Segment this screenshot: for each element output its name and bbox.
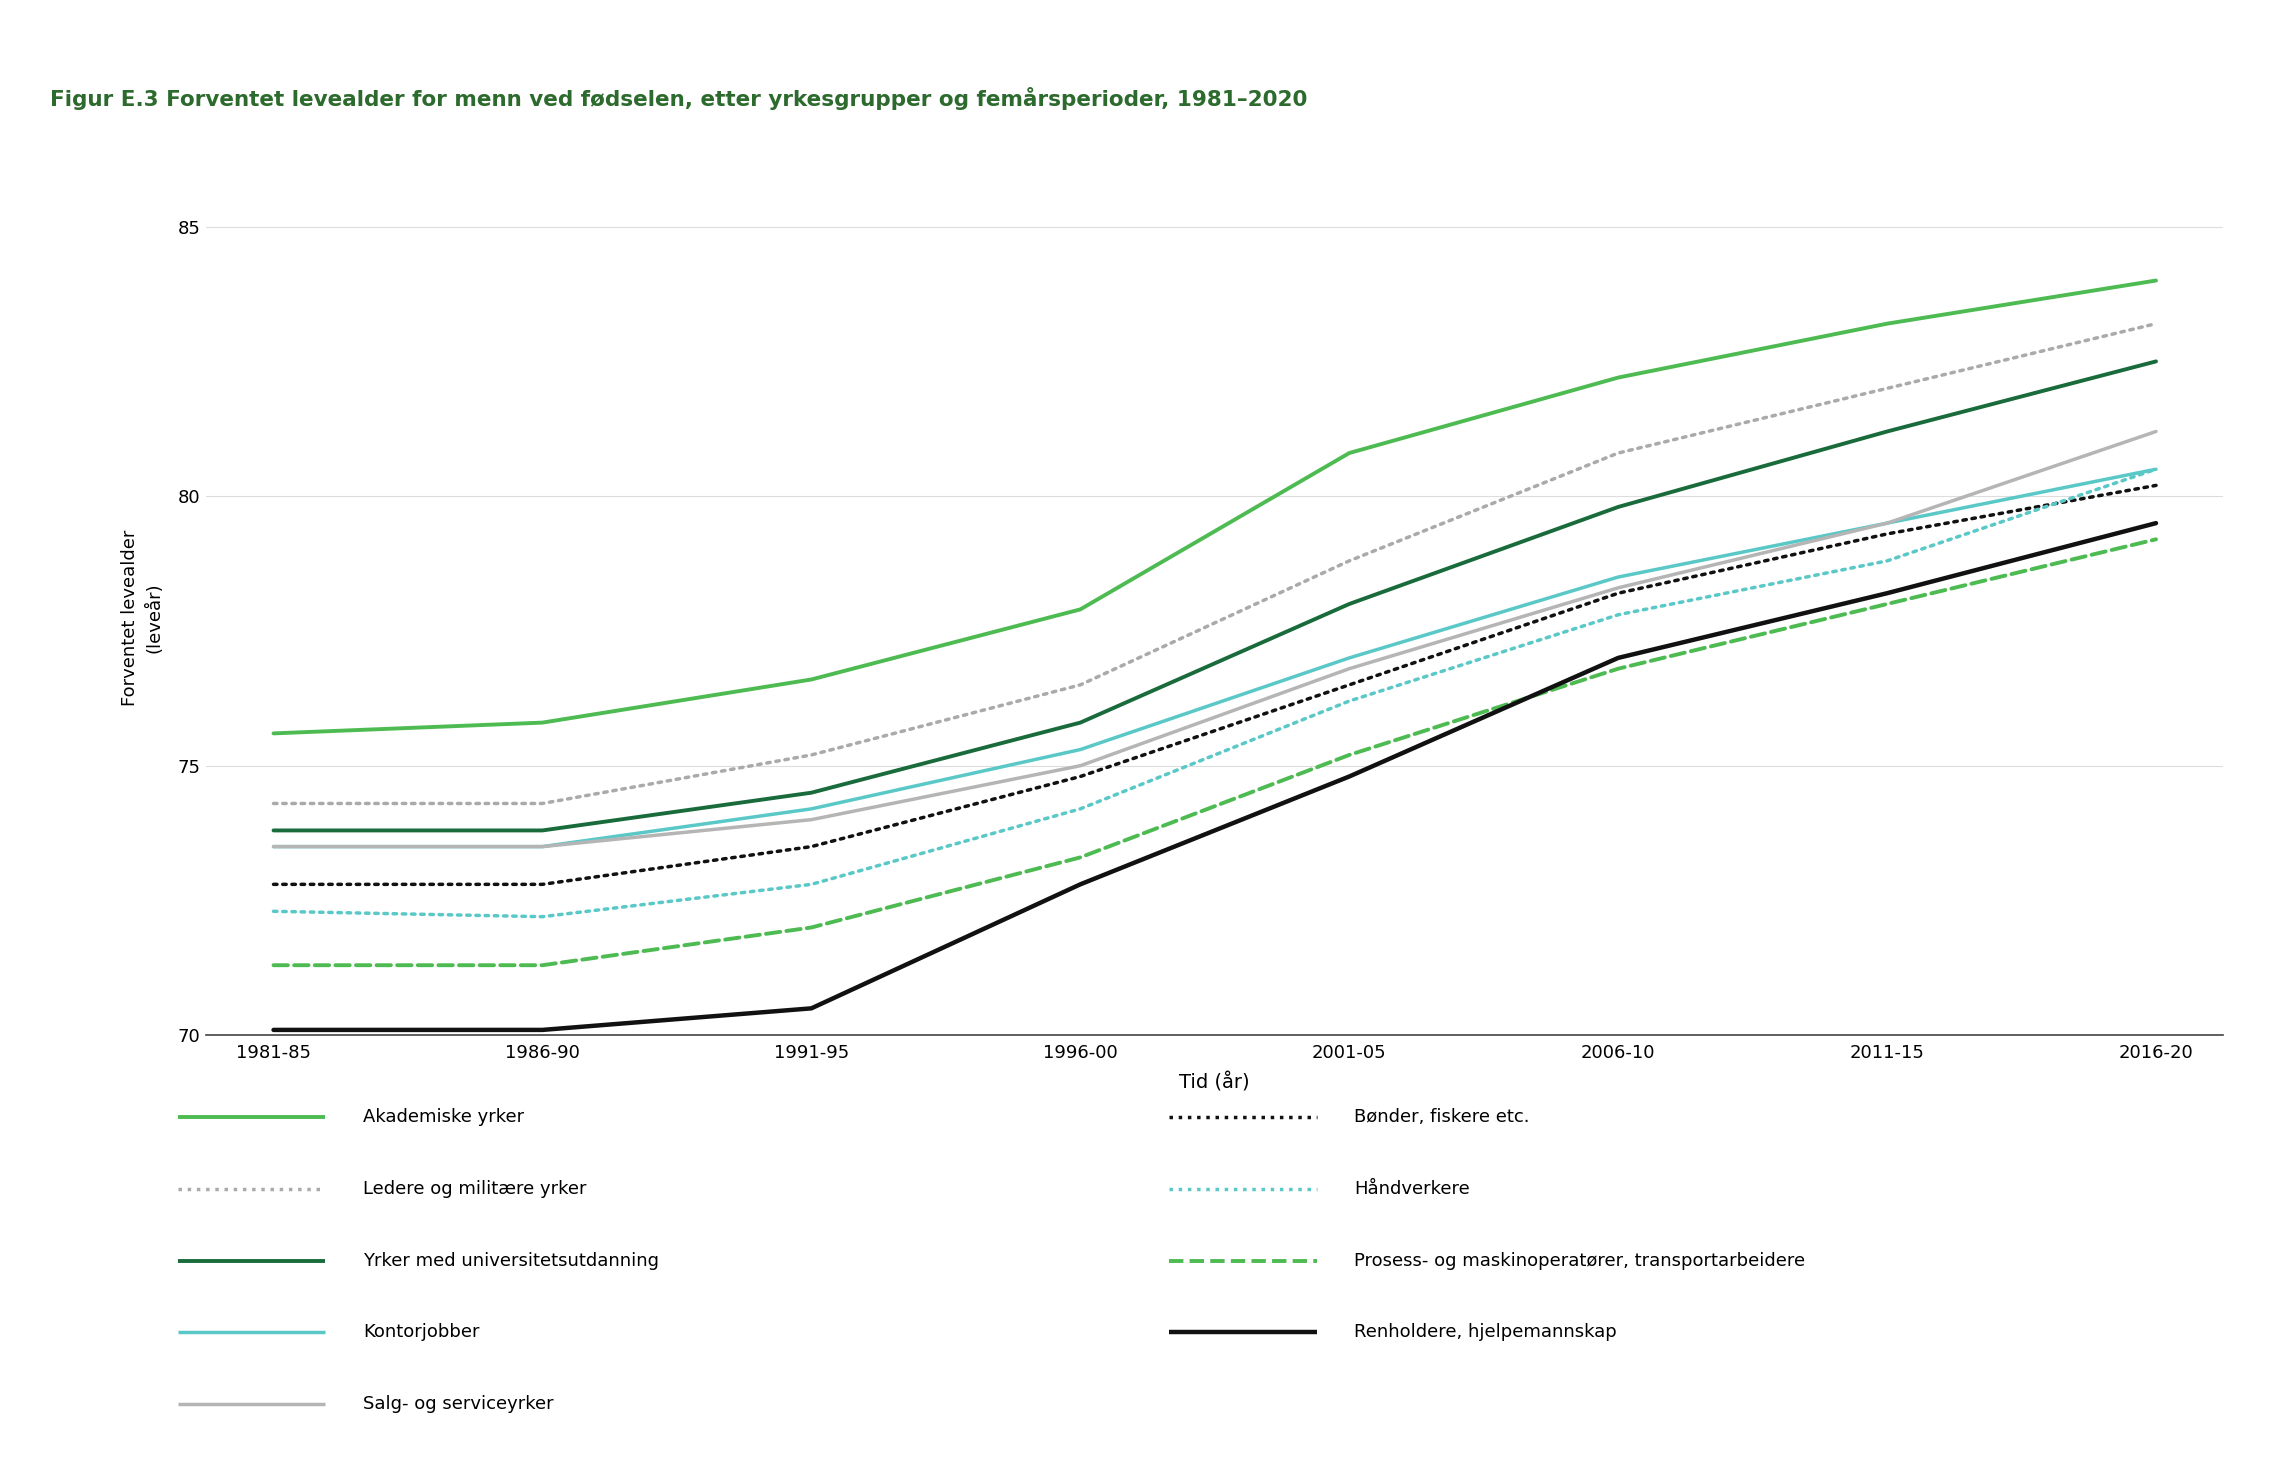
Y-axis label: Forventet levealder
(leveår): Forventet levealder (leveår) xyxy=(121,529,163,705)
Text: Salg- og serviceyrker: Salg- og serviceyrker xyxy=(364,1395,555,1414)
Text: Håndverkere: Håndverkere xyxy=(1355,1180,1469,1198)
Text: Ledere og militære yrker: Ledere og militære yrker xyxy=(364,1180,587,1198)
Text: Renholdere, hjelpemannskap: Renholdere, hjelpemannskap xyxy=(1355,1324,1618,1341)
Text: Figur E.3 Forventet levealder for menn ved fødselen, etter yrkesgrupper og femår: Figur E.3 Forventet levealder for menn v… xyxy=(50,87,1309,111)
Text: Akademiske yrker: Akademiske yrker xyxy=(364,1108,525,1126)
Text: Kontorjobber: Kontorjobber xyxy=(364,1324,479,1341)
Text: Yrker med universitetsutdanning: Yrker med universitetsutdanning xyxy=(364,1251,660,1269)
X-axis label: Tid (år): Tid (år) xyxy=(1180,1072,1249,1093)
Text: Bønder, fiskere etc.: Bønder, fiskere etc. xyxy=(1355,1108,1531,1126)
Text: Prosess- og maskinoperatører, transportarbeidere: Prosess- og maskinoperatører, transporta… xyxy=(1355,1251,1806,1269)
